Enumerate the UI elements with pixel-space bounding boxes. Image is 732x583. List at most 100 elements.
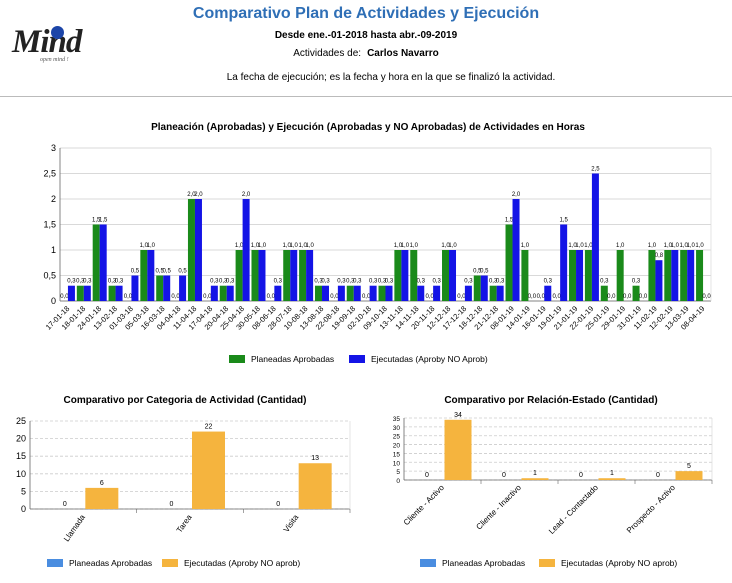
chart-1-bar-planned [346,285,354,301]
chart-1-bar-executed [591,173,599,301]
chart-2-ytick-label: 25 [16,416,26,426]
chart-1-data-label: 1,0 [235,243,244,249]
chart-1-data-label: 1,0 [147,243,156,249]
chart-3-category-label: Lead - Contactado [547,483,600,536]
chart-3-data-label: 5 [687,463,691,470]
chart-1-bar-executed [99,224,107,301]
chart-1-bar-executed [210,285,218,301]
chart-1-bar-planned [521,250,529,301]
chart-2-ytick-label: 20 [16,434,26,444]
chart-1-bar-planned [378,285,386,301]
chart-2-category-label: Visita [282,513,301,535]
chart-1-bar-executed [67,285,75,301]
chart-1-data-label: 0,0 [171,294,180,300]
chart-1-data-label: 1,0 [687,243,696,249]
chart-1-data-label: 1,0 [305,243,314,249]
chart-1-legend-swatch [229,355,245,363]
activity-person: Carlos Navarro [367,48,439,59]
chart-1-ytick-label: 0,5 [43,271,56,281]
chart-3-data-label: 0 [425,472,429,479]
chart-1-data-label: 0,0 [425,294,434,300]
chart-3-ytick-label: 10 [393,460,401,467]
chart-2-legend-swatch [47,559,63,567]
chart-3-data-label: 1 [610,470,614,477]
chart-1-bar-executed [496,285,504,301]
chart-1-data-label: 0,8 [655,253,664,259]
chart-2-category-label: Tarea [175,513,194,535]
chart-1-data-label: 0,3 [432,279,441,285]
chart-1-data-label: 0,3 [544,279,553,285]
chart-1-bar-planned [442,250,450,301]
chart-2-legend-label: Planeadas Aprobadas [69,558,152,568]
chart-1-data-label: 0,0 [457,294,466,300]
chart-1-bar-executed [306,250,314,301]
logo: Mind open mind ! [12,24,92,64]
chart-1-data-label: 1,5 [505,218,514,224]
chart-1-data-label: 1,5 [559,218,568,224]
chart-1-data-label: 0,5 [480,269,489,275]
chart-1-data-label: 1,0 [251,243,260,249]
chart-3-data-label: 0 [502,472,506,479]
logo-tagline: open mind ! [40,57,69,63]
chart-1-bar-executed [464,285,472,301]
chart-1-data-label: 1,0 [521,243,530,249]
chart-2-bar-executed [298,463,332,509]
chart-1-data-label: 1,0 [575,243,584,249]
chart-2-ytick-label: 15 [16,451,26,461]
chart-1-data-label: 2,0 [512,192,521,198]
chart-1-bar-executed [242,199,250,301]
chart-1-bar-executed [512,199,520,301]
chart-1-bar-planned [505,224,513,301]
chart-1-bar-executed [83,285,91,301]
chart-3-data-label: 1 [533,470,537,477]
chart-1-ytick-label: 1,5 [43,220,56,230]
chart-1-bar-planned [76,285,84,301]
chart-3-legend-swatch [539,559,555,567]
chart-1-data-label: 1,0 [695,243,704,249]
chart-1-data-label: 0,0 [528,294,537,300]
chart-1-ytick-label: 0 [51,296,56,306]
chart-1-data-label: 0,3 [67,279,76,285]
chart-1-data-label: 0,3 [337,279,346,285]
chart-1-data-label: 1,0 [671,243,680,249]
chart-3-bar-executed [521,478,549,480]
chart-1-bar-planned [92,224,100,301]
chart-1-data-label: 1,0 [410,243,419,249]
chart-1-bar-executed [131,275,139,301]
chart-1-ytick-label: 2,5 [43,169,56,179]
chart-1-data-label: 0,3 [274,279,283,285]
chart-1-bar-planned [235,250,243,301]
chart-1-bar-executed [258,250,266,301]
chart-1-data-label: 0,3 [321,279,330,285]
chart-1-bar-planned [283,250,291,301]
chart-2-legend-swatch [162,559,178,567]
chart-1-data-label: 1,0 [680,243,689,249]
chart-1-bar-executed [417,285,425,301]
chart-1-data-label: 2,5 [591,167,600,173]
chart-1-data-label: 0,3 [314,279,323,285]
chart-1-data-label: 0,5 [156,269,165,275]
activity-label: Actividades de: [293,48,362,59]
chart-1-bar-planned [156,275,164,301]
chart-1-bar-planned [680,250,688,301]
chart-1-data-label: 0,3 [83,279,92,285]
chart-1-data-label: 0,3 [108,279,117,285]
chart-1-bar-executed [433,285,441,301]
chart-1-data-label: 1,5 [99,218,108,224]
chart-1-data-label: 0,0 [124,294,133,300]
chart-1-data-label: 0,3 [226,279,235,285]
chart-2-ytick-label: 0 [21,504,26,514]
chart-3-legend-swatch [420,559,436,567]
chart-3-bar-executed [675,471,703,480]
chart-1-legend-label: Planeadas Aprobadas [251,354,334,364]
chart-1-data-label: 0,3 [496,279,505,285]
chart-1-data-label: 0,0 [639,294,648,300]
chart-1-bar-planned [187,199,195,301]
chart-1-data-label: 0,0 [607,294,616,300]
chart-3-bar-executed [444,419,472,480]
chart-1-data-label: 0,3 [417,279,426,285]
chart-1-legend-swatch [349,355,365,363]
chart-1-bar-planned [394,250,402,301]
chart-1-data-label: 0,0 [330,294,339,300]
chart-2-legend-label: Ejecutadas (Aproby NO aprob) [184,558,300,568]
